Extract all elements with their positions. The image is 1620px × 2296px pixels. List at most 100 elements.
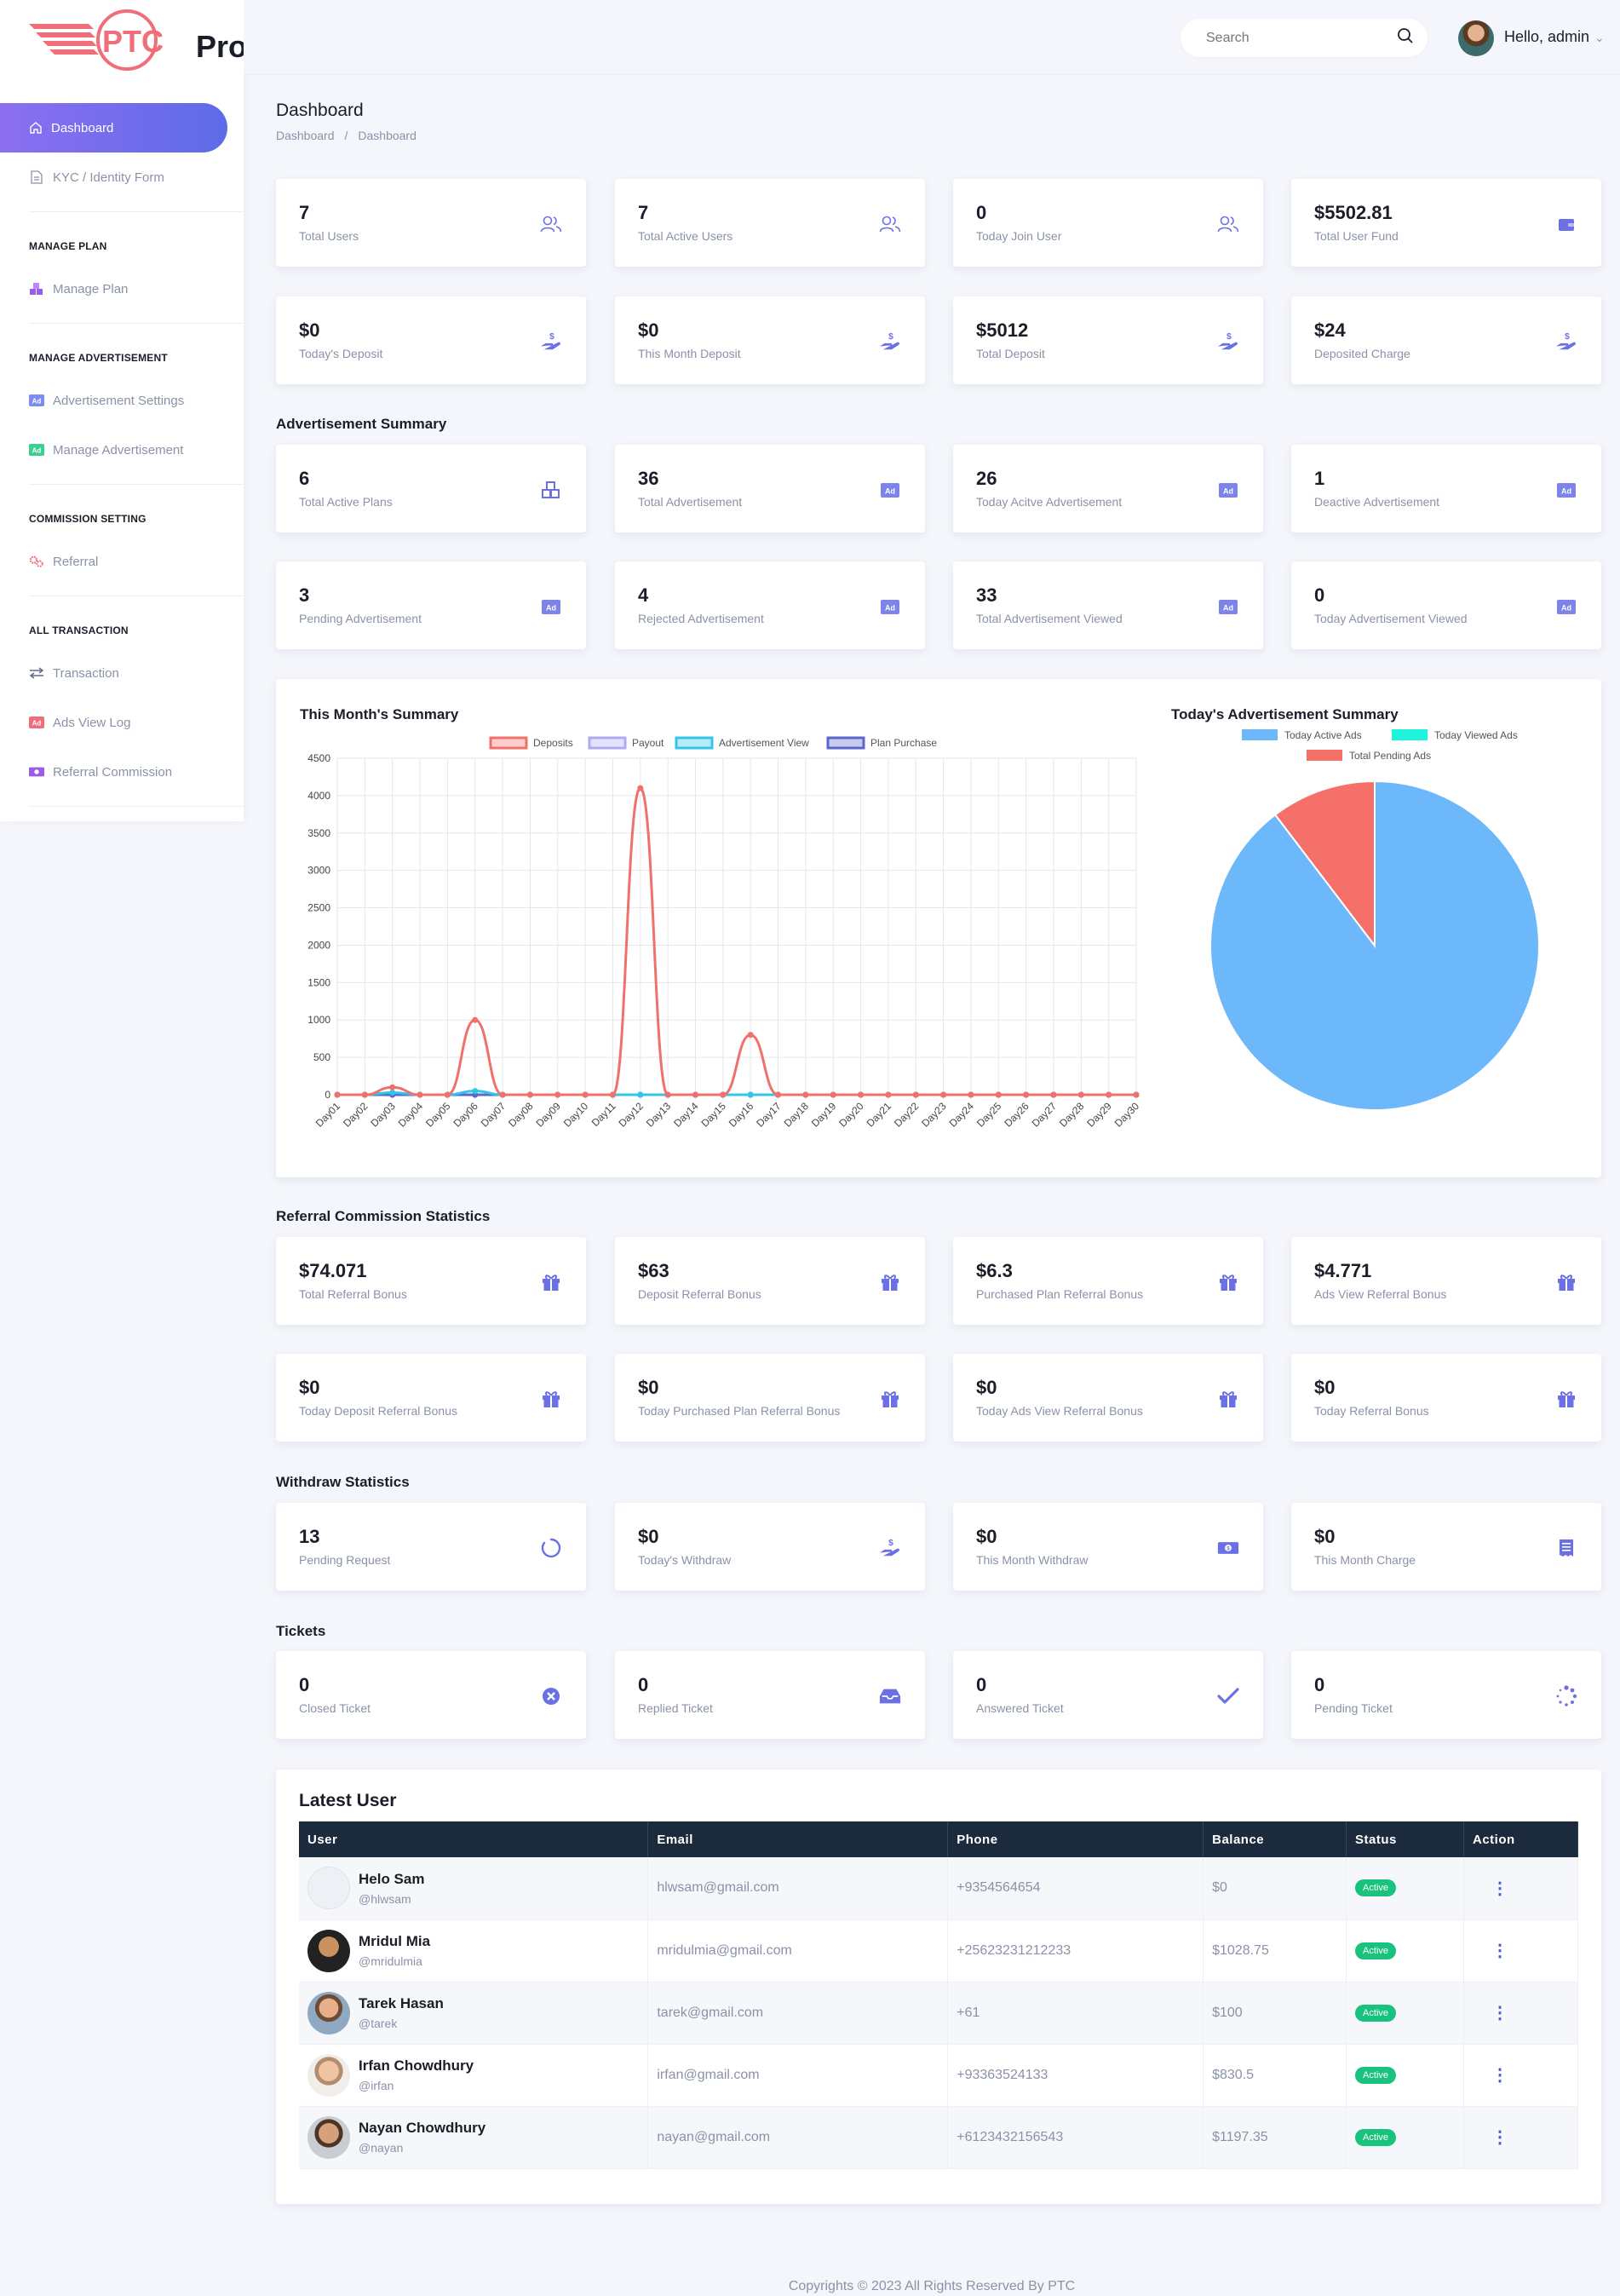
data-point xyxy=(637,785,644,791)
sidebar-item-label: Advertisement Settings xyxy=(53,393,185,408)
table-row[interactable]: Tarek Hasan @tarek tarek@gmail.com +61 $100 A… xyxy=(299,1982,1579,2044)
x-tick-label: Day20 xyxy=(836,1100,866,1130)
home-icon xyxy=(29,121,43,135)
breadcrumb-link[interactable]: Dashboard xyxy=(276,129,335,142)
users-icon xyxy=(540,213,562,235)
legend-label: Deposits xyxy=(533,737,573,749)
sidebar-item-referral[interactable]: Referral xyxy=(29,554,98,569)
svg-text:Ad: Ad xyxy=(885,603,895,612)
hand-dollar-icon: $ xyxy=(1217,331,1239,353)
nav-heading-manage-advertisement: MANAGE ADVERTISEMENT xyxy=(29,352,168,364)
sidebar-item-dashboard[interactable]: Dashboard xyxy=(0,103,227,152)
more-actions-icon[interactable]: ⋮ xyxy=(1491,1942,1508,1960)
sidebar-item-advertisement-settings[interactable]: Ad Advertisement Settings xyxy=(29,393,184,408)
stat-label: Replied Ticket xyxy=(638,1701,713,1715)
email-cell: hlwsam@gmail.com xyxy=(647,1857,949,1919)
stat-value: 7 xyxy=(638,202,649,223)
stat-card: 36 Total Advertisement Ad xyxy=(615,445,925,532)
more-actions-icon[interactable]: ⋮ xyxy=(1491,2004,1508,2023)
gift-icon xyxy=(1555,1388,1577,1410)
stat-value: $4.771 xyxy=(1314,1260,1372,1281)
more-actions-icon[interactable]: ⋮ xyxy=(1491,1879,1508,1898)
legend-swatch xyxy=(588,736,627,750)
stat-card: $24 Deposited Charge $ xyxy=(1291,296,1601,384)
stat-label: Total Advertisement xyxy=(638,495,743,509)
brand-logo[interactable]: PTC Pro xyxy=(29,5,247,75)
sidebar-item-ads-view-log[interactable]: Ad Ads View Log xyxy=(29,715,130,730)
legend-label: Today Active Ads xyxy=(1284,729,1362,741)
x-tick-label: Day14 xyxy=(671,1100,701,1130)
search-box[interactable] xyxy=(1181,19,1428,57)
stat-card: $0 Today Deposit Referral Bonus xyxy=(276,1354,586,1441)
table-row[interactable]: Helo Sam @hlwsam hlwsam@gmail.com +93545646… xyxy=(299,1857,1579,1919)
stat-card: 0 Pending Ticket xyxy=(1291,1651,1601,1739)
data-point xyxy=(444,1091,451,1098)
stat-card: 1 Deactive Advertisement Ad xyxy=(1291,445,1601,532)
y-tick-label: 3500 xyxy=(307,827,330,839)
avatar xyxy=(307,1867,350,1910)
y-tick-label: 0 xyxy=(325,1089,330,1101)
data-point xyxy=(775,1091,782,1098)
legend-swatch xyxy=(1242,729,1278,740)
table-row[interactable]: Nayan Chowdhury @nayan nayan@gmail.com +612… xyxy=(299,2106,1579,2168)
user-name: Helo Sam xyxy=(359,1870,425,1887)
user-greeting[interactable]: Hello, admin xyxy=(1504,28,1590,45)
sidebar-item-manage-advertisement[interactable]: Ad Manage Advertisement xyxy=(29,442,183,457)
data-point xyxy=(968,1091,974,1098)
stat-card: 7 Total Active Users xyxy=(615,179,925,267)
stat-value: $63 xyxy=(638,1260,669,1281)
user-cell: Tarek Hasan @tarek xyxy=(299,1982,649,2044)
avatar[interactable] xyxy=(1458,20,1494,56)
data-point xyxy=(416,1091,423,1098)
email-cell: mridulmia@gmail.com xyxy=(647,1919,949,1982)
stat-value: 0 xyxy=(638,1674,649,1695)
legend-label: Today Viewed Ads xyxy=(1434,729,1518,741)
table-row[interactable]: Mridul Mia @mridulmia mridulmia@gmail.com +… xyxy=(299,1919,1579,1982)
ad-icon: Ad xyxy=(29,393,44,408)
stat-label: Today Purchased Plan Referral Bonus xyxy=(638,1404,841,1418)
search-icon[interactable] xyxy=(1397,27,1414,49)
column-header-balance: Balance xyxy=(1203,1821,1347,1857)
legend-label: Payout xyxy=(632,737,664,749)
more-actions-icon[interactable]: ⋮ xyxy=(1491,2128,1508,2147)
stat-value: 4 xyxy=(638,584,649,606)
data-point xyxy=(361,1091,368,1098)
document-icon xyxy=(29,170,44,185)
data-point xyxy=(582,1091,589,1098)
y-tick-label: 1500 xyxy=(307,976,330,988)
more-actions-icon[interactable]: ⋮ xyxy=(1491,2066,1508,2085)
chevron-down-icon[interactable]: ⌄ xyxy=(1594,31,1605,44)
spinner-dots-icon xyxy=(1555,1685,1577,1707)
stat-label: Ads View Referral Bonus xyxy=(1314,1287,1447,1301)
stat-card: $5012 Total Deposit $ xyxy=(953,296,1263,384)
close-circle-icon xyxy=(540,1685,562,1707)
email-cell: irfan@gmail.com xyxy=(647,2044,949,2106)
stat-value: 0 xyxy=(976,1674,987,1695)
cubes-icon xyxy=(29,281,44,296)
nav-heading-commission-setting: COMMISSION SETTING xyxy=(29,513,146,525)
stat-value: $24 xyxy=(1314,319,1346,341)
data-point xyxy=(637,1091,644,1098)
table-title: Latest User xyxy=(299,1791,397,1810)
table-row[interactable]: Irfan Chowdhury @irfan irfan@gmail.com +933… xyxy=(299,2044,1579,2106)
svg-text:Ad: Ad xyxy=(1223,603,1233,612)
x-tick-label: Day05 xyxy=(423,1100,453,1130)
gift-icon xyxy=(879,1388,901,1410)
stat-value: $0 xyxy=(1314,1526,1336,1547)
sidebar-item-referral-commission[interactable]: Referral Commission xyxy=(29,764,172,780)
sidebar-item-manage-plan[interactable]: Manage Plan xyxy=(29,281,128,296)
y-tick-label: 4000 xyxy=(307,790,330,802)
money-bill-icon: $ xyxy=(1217,1537,1239,1559)
data-point xyxy=(609,1091,616,1098)
sidebar-item-kyc[interactable]: KYC / Identity Form xyxy=(29,170,164,185)
stat-label: Today Acitve Advertisement xyxy=(976,495,1123,509)
stat-value: $6.3 xyxy=(976,1260,1013,1281)
wallet-icon xyxy=(1555,213,1577,235)
avatar xyxy=(307,2115,350,2159)
stat-label: Total Deposit xyxy=(976,347,1045,360)
stat-label: Today's Deposit xyxy=(299,347,383,360)
search-input[interactable] xyxy=(1206,30,1393,46)
sidebar-item-transaction[interactable]: Transaction xyxy=(29,665,119,681)
balance-cell: $0 xyxy=(1203,1857,1347,1919)
x-tick-label: Day15 xyxy=(699,1100,729,1130)
